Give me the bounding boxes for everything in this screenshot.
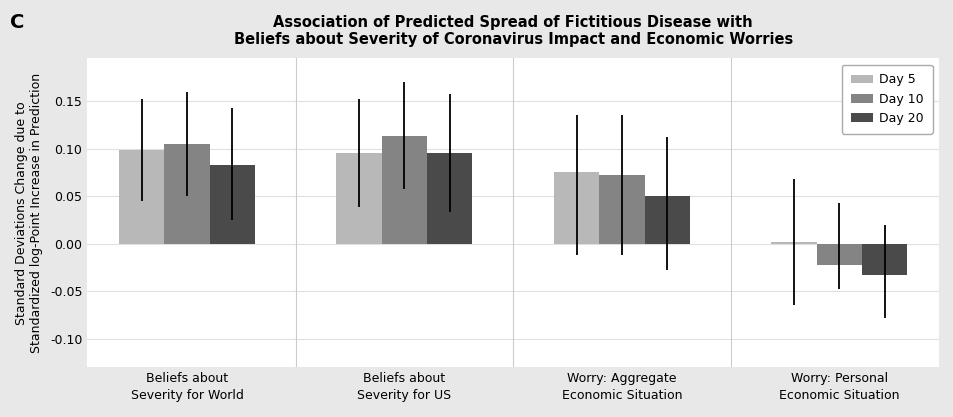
Text: C: C (10, 13, 24, 32)
Bar (164, 144, 210, 244)
Bar (862, 244, 906, 275)
Bar (816, 244, 862, 264)
Bar (381, 136, 427, 244)
Bar (336, 153, 381, 244)
Title: Association of Predicted Spread of Fictitious Disease with
Beliefs about Severit: Association of Predicted Spread of Ficti… (233, 15, 792, 48)
Legend: Day 5, Day 10, Day 20: Day 5, Day 10, Day 20 (841, 65, 932, 133)
Bar (771, 242, 816, 244)
Bar (598, 175, 644, 244)
Bar (427, 153, 472, 244)
Bar (210, 165, 254, 244)
Bar (644, 196, 689, 244)
Y-axis label: Standard Deviations Change due to
Standardized log-Point Increase in Prediction: Standard Deviations Change due to Standa… (15, 73, 43, 353)
Bar (554, 172, 598, 244)
Bar (119, 151, 164, 244)
